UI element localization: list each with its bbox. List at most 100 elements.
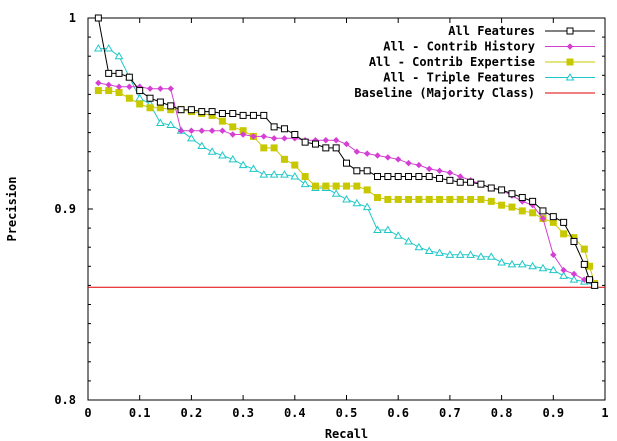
data-point-diamond: [374, 152, 381, 159]
data-point-triangle: [259, 170, 269, 178]
data-point-triangle: [104, 44, 114, 52]
data-point-square: [105, 69, 113, 77]
data-point-square: [467, 178, 475, 186]
data-point-diamond: [270, 135, 278, 142]
data-point-triangle: [290, 172, 300, 180]
legend-entry: All - Contrib History: [383, 40, 595, 54]
data-point-triangle: [455, 250, 465, 258]
series-layer: [88, 14, 605, 289]
data-point-square: [353, 182, 361, 190]
data-point-square: [270, 123, 278, 131]
data-point-triangle: [218, 151, 227, 159]
legend-label: All - Contrib Expertise: [369, 55, 535, 69]
data-point-triangle: [280, 170, 289, 178]
data-point-diamond: [363, 150, 371, 157]
data-point-diamond: [281, 135, 288, 142]
data-point-square: [529, 209, 537, 217]
data-point-square: [343, 182, 350, 190]
data-point-diamond: [353, 148, 361, 155]
data-point-square: [343, 159, 350, 167]
data-point-triangle: [300, 179, 310, 188]
data-point-diamond: [239, 131, 247, 138]
data-point-square: [405, 173, 413, 181]
data-point-triangle: [507, 259, 517, 268]
data-point-square: [487, 197, 495, 205]
data-point-diamond: [539, 215, 547, 222]
data-point-triangle: [445, 250, 455, 258]
data-point-diamond: [146, 85, 154, 92]
series-2: [94, 87, 599, 287]
data-point-square: [332, 144, 340, 152]
data-point-square: [394, 195, 402, 203]
data-point-square: [218, 110, 226, 117]
data-point-square: [394, 173, 402, 181]
data-point-square: [566, 27, 574, 35]
data-point-triangle: [466, 250, 475, 258]
data-point-square: [301, 173, 309, 181]
data-point-triangle: [393, 231, 403, 239]
data-point-square: [332, 182, 340, 190]
data-point-square: [156, 98, 164, 106]
data-point-square: [363, 167, 371, 175]
data-point-diamond: [260, 133, 267, 140]
data-point-square: [115, 88, 123, 96]
data-point-diamond: [457, 173, 464, 180]
data-point-square: [311, 140, 319, 148]
data-point-square: [456, 178, 464, 186]
data-point-square: [425, 195, 433, 203]
data-point-triangle: [342, 194, 351, 203]
data-point-square: [374, 173, 382, 181]
data-point-square: [570, 237, 578, 245]
data-point-square: [363, 186, 371, 194]
data-point-square: [311, 182, 319, 190]
data-point-square: [115, 69, 123, 77]
data-point-triangle: [497, 257, 506, 266]
data-point-square: [415, 173, 423, 181]
data-point-square: [560, 230, 568, 238]
data-point-diamond: [208, 127, 216, 134]
data-point-triangle: [383, 225, 393, 234]
data-point-diamond: [229, 131, 236, 138]
data-point-square: [229, 110, 237, 117]
data-point-square: [477, 195, 485, 203]
data-point-triangle: [373, 225, 382, 234]
data-point-square: [498, 201, 506, 209]
data-point-square: [146, 94, 154, 102]
data-point-triangle: [559, 271, 569, 279]
data-point-diamond: [560, 266, 567, 274]
data-point-square: [384, 173, 392, 181]
data-point-square: [291, 131, 299, 139]
data-point-square: [239, 111, 247, 119]
x-axis-title: Recall: [325, 427, 368, 441]
data-point-square: [229, 123, 237, 131]
data-point-square: [467, 195, 475, 203]
x-tick-label: 0.7: [439, 406, 461, 420]
data-point-triangle: [352, 198, 362, 207]
x-tick-label: 0: [84, 406, 91, 420]
data-point-square: [518, 207, 526, 215]
data-point-diamond: [415, 161, 423, 169]
data-point-square: [322, 144, 330, 152]
data-point-triangle: [538, 263, 548, 272]
data-point-square: [566, 58, 574, 66]
data-point-square: [384, 195, 392, 203]
data-point-square: [405, 195, 413, 203]
data-point-square: [94, 87, 102, 95]
data-point-triangle: [331, 189, 341, 197]
data-point-diamond: [219, 127, 226, 134]
legend-entry: All - Contrib Expertise: [369, 55, 595, 69]
data-point-triangle: [569, 275, 579, 283]
data-point-square: [487, 184, 495, 192]
series-0: [94, 14, 599, 289]
data-point-square: [549, 213, 557, 221]
data-point-diamond: [322, 137, 330, 144]
y-tick-label: 1: [69, 11, 76, 25]
x-tick-label: 0.5: [336, 406, 358, 420]
data-point-square: [187, 106, 195, 114]
data-point-diamond: [446, 169, 454, 176]
data-point-square: [198, 108, 206, 116]
data-point-square: [177, 106, 185, 114]
data-point-square: [508, 203, 516, 211]
data-point-square: [94, 14, 102, 22]
data-point-square: [260, 111, 268, 119]
